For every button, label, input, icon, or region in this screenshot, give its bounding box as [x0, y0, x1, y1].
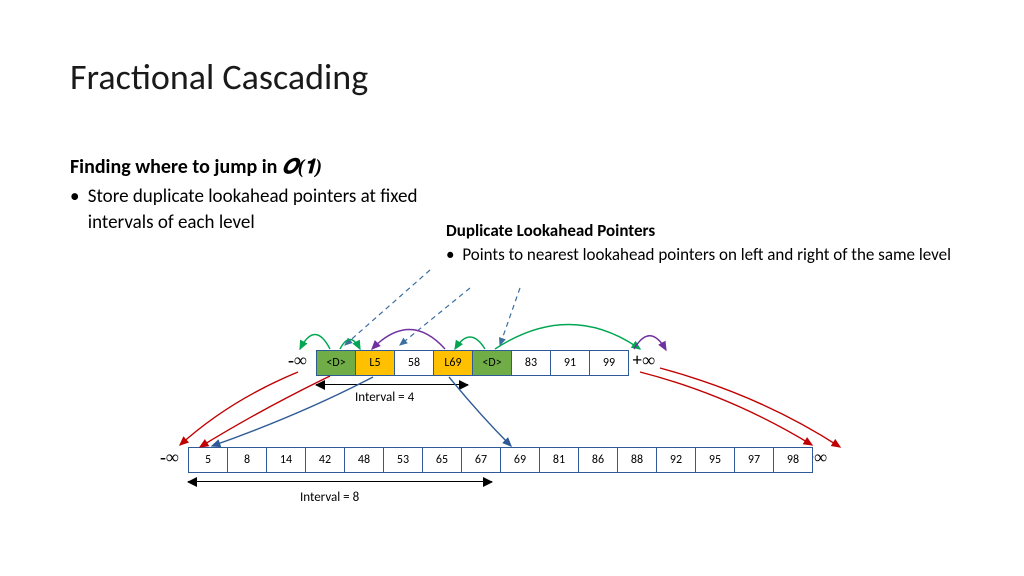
top-array: <D>L558L69<D>839199 — [316, 350, 629, 376]
interval-label-bottom: Interval = 8 — [300, 490, 359, 505]
array-cell: 92 — [657, 448, 696, 472]
array-cell: 48 — [345, 448, 384, 472]
array-cell: L5 — [356, 351, 395, 375]
neg-inf-bottom: -∞ — [160, 447, 179, 468]
interval-label-top: Interval = 4 — [355, 390, 414, 405]
array-cell: 69 — [501, 448, 540, 472]
array-cell: 42 — [306, 448, 345, 472]
array-cell: 5 — [189, 448, 228, 472]
array-cell: 88 — [618, 448, 657, 472]
subheading-prefix: Finding where to jump in — [70, 155, 282, 179]
array-cell: 99 — [590, 351, 628, 375]
array-cell: 86 — [579, 448, 618, 472]
array-cell: <D> — [473, 351, 512, 375]
array-cell: 67 — [462, 448, 501, 472]
page-title: Fractional Cascading — [70, 55, 368, 99]
array-cell: 91 — [551, 351, 590, 375]
interval-arrow-bottom — [188, 481, 492, 482]
array-cell: 95 — [696, 448, 735, 472]
subheading: Finding where to jump in 𝑶(𝟏) — [70, 155, 322, 179]
array-cell: 14 — [267, 448, 306, 472]
bullet-main: Store duplicate lookahead pointers at fi… — [70, 184, 418, 235]
interval-arrow-top — [316, 384, 468, 385]
array-cell: 97 — [735, 448, 774, 472]
array-cell: L69 — [434, 351, 473, 375]
array-cell: 53 — [384, 448, 423, 472]
slide: Fractional Cascading Finding where to ju… — [0, 0, 1024, 576]
array-cell: 58 — [395, 351, 434, 375]
subheading-math: 𝑶(𝟏) — [282, 156, 322, 178]
array-cell: 8 — [228, 448, 267, 472]
array-cell: 83 — [512, 351, 551, 375]
neg-inf-top: -∞ — [288, 350, 307, 371]
bottom-array: 581442485365676981868892959798 — [188, 447, 813, 473]
heading-dup-pointers: Duplicate Lookahead Pointers — [446, 220, 655, 241]
array-cell: 98 — [774, 448, 812, 472]
array-cell: <D> — [317, 351, 356, 375]
pos-inf-top: +∞ — [632, 350, 655, 371]
array-cell: 81 — [540, 448, 579, 472]
array-cell: 65 — [423, 448, 462, 472]
bullet-dup-pointers: Points to nearest lookahead pointers on … — [446, 244, 952, 266]
